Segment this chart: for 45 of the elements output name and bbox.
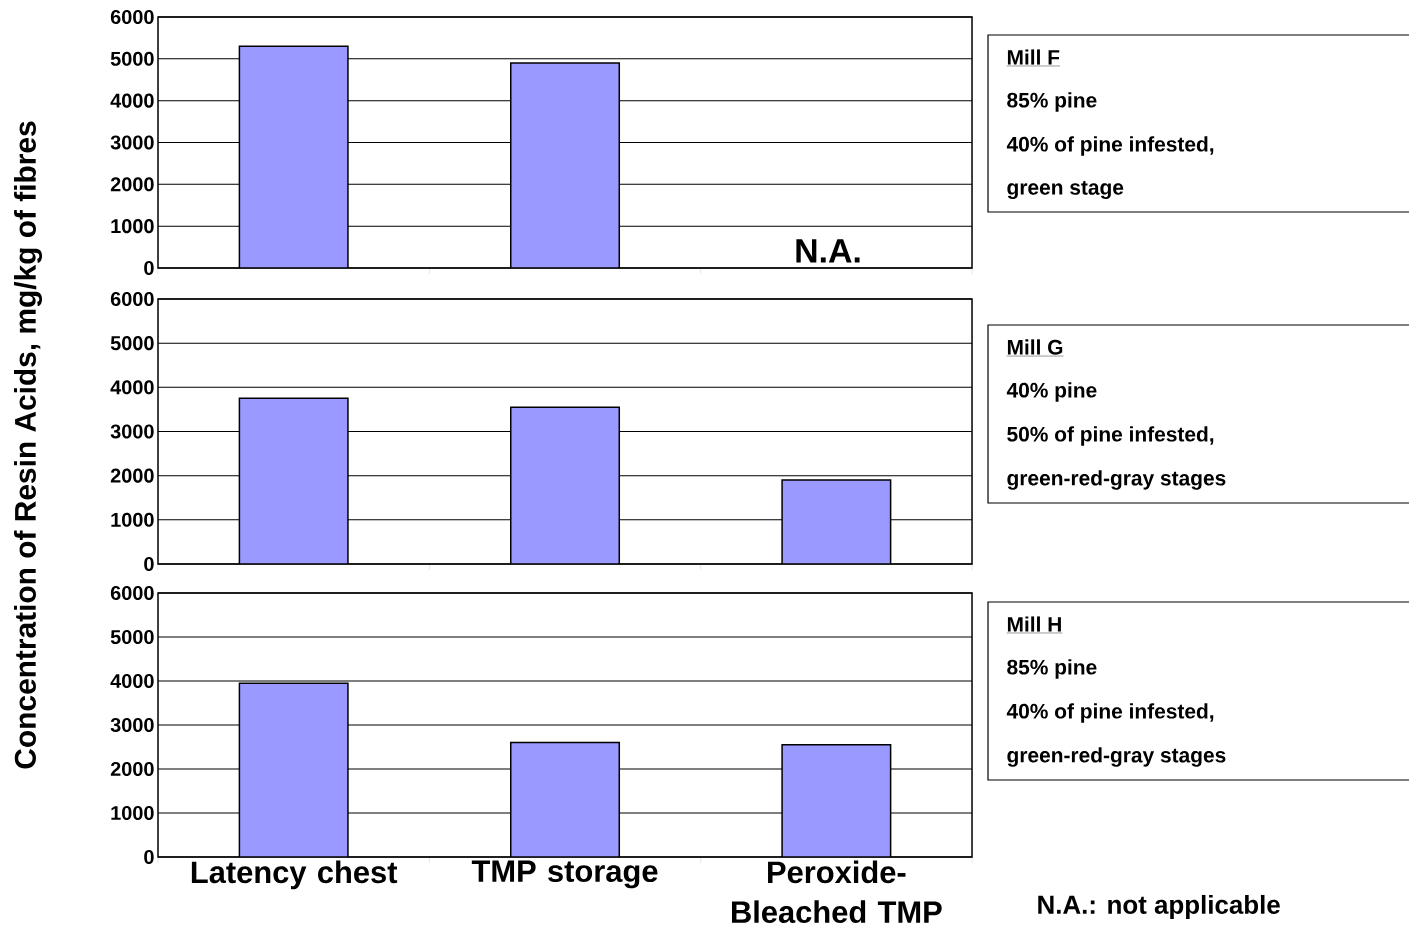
- y-tick-label: 6000: [110, 291, 154, 307]
- y-tick-label: 4000: [110, 380, 154, 395]
- text: N.A.: not applicable: [1038, 894, 1280, 920]
- text: green-red-gray stages: [1007, 470, 1226, 490]
- y-tick-label: 5000: [110, 51, 154, 66]
- bar: [510, 406, 621, 564]
- y-tick-label: 1000: [111, 219, 154, 234]
- y-tick-label: 4000: [110, 93, 154, 108]
- y-tick-label: 5000: [110, 629, 154, 645]
- y-tick-label: 6000: [110, 9, 154, 25]
- y-tick-label: 2000: [110, 761, 154, 777]
- bar: [510, 741, 621, 857]
- bar: [238, 397, 349, 564]
- text: 40% pine: [1006, 382, 1097, 402]
- x-tick-label: Peroxide-Bleached TMP: [732, 860, 942, 924]
- y-tick-label: 0: [144, 260, 154, 276]
- text: green-red-gray stages: [1007, 747, 1226, 767]
- text: Mill H: [1007, 616, 1061, 632]
- text: 50% of pine infested,: [1007, 426, 1214, 446]
- text: Mill F: [1007, 49, 1060, 65]
- text: 40% of pine infested,: [1006, 136, 1214, 156]
- y-tick-label: 3000: [110, 717, 154, 733]
- bar: [781, 479, 892, 564]
- y-tick-label: 2000: [110, 177, 154, 192]
- x-tick-label: Latency chest: [191, 860, 398, 890]
- text: green stage: [1007, 180, 1124, 200]
- bar: [238, 682, 349, 857]
- y-axis-title: Concentration of Resin Acids, mg/kg of fibres: [14, 121, 42, 769]
- y-tick-label: 1000: [111, 512, 154, 527]
- y-tick-label: 4000: [110, 673, 154, 689]
- y-tick-label: 3000: [110, 135, 154, 150]
- y-tick-label: 5000: [110, 336, 154, 351]
- y-tick-label: 1000: [111, 805, 154, 821]
- y-tick-label: 6000: [110, 585, 154, 601]
- text: 85% pine: [1007, 92, 1097, 112]
- bar: [781, 744, 892, 857]
- y-tick-label: 0: [144, 849, 154, 865]
- y-tick-label: 3000: [110, 424, 154, 439]
- y-tick-label: 0: [144, 556, 154, 572]
- annotation: N.A.: [796, 239, 860, 263]
- y-tick-label: 2000: [110, 468, 154, 483]
- text: 85% pine: [1007, 659, 1097, 679]
- text: 40% of pine infested,: [1006, 703, 1214, 723]
- x-tick-label: TMP storage: [471, 860, 658, 889]
- text: Mill G: [1007, 339, 1063, 355]
